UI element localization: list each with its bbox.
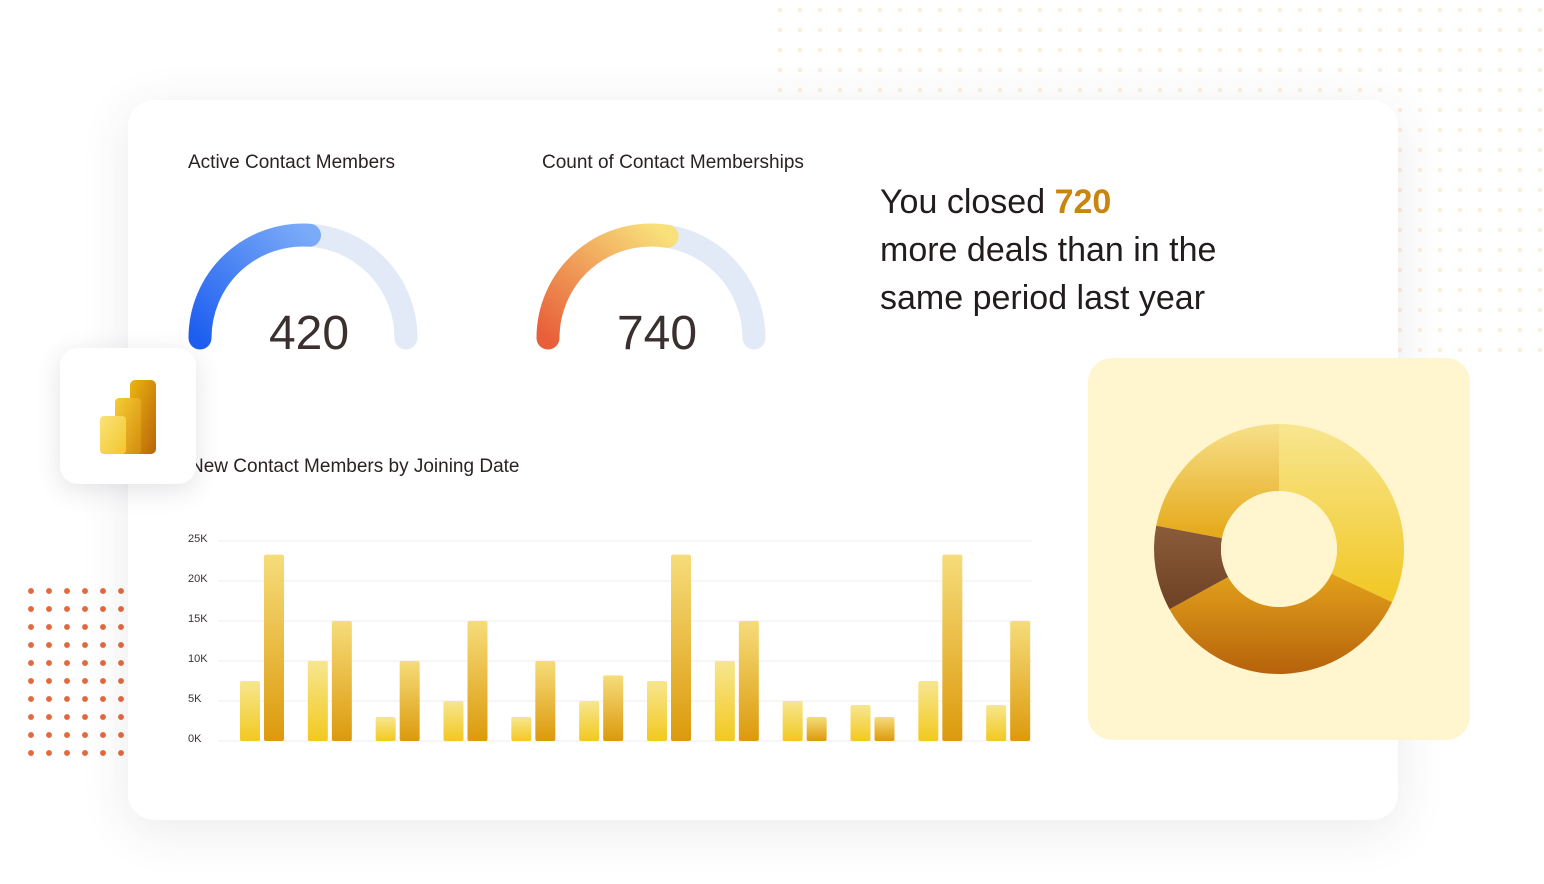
y-tick-label: 25K	[188, 533, 208, 545]
y-tick-label: 15K	[188, 613, 208, 625]
y-tick-label: 0K	[188, 733, 202, 745]
bar	[942, 554, 963, 741]
donut-hole	[1221, 491, 1337, 607]
kpi-value-memberships: 740	[616, 307, 698, 360]
bar	[647, 681, 667, 741]
kpi-value-active-members: 420	[268, 307, 350, 360]
donut-slice	[1154, 525, 1229, 610]
bar	[375, 717, 396, 741]
bar	[1010, 621, 1031, 741]
bar-chart: 0K 5K 10K 15K 20K 25K	[188, 533, 1032, 745]
donut-slice	[1156, 424, 1279, 539]
headline-prefix: You closed	[880, 183, 1046, 221]
headline-highlight: 720	[1054, 183, 1112, 221]
bar	[986, 705, 1007, 741]
gauge-memberships	[536, 223, 766, 350]
bar	[331, 621, 352, 741]
donut-chart-panel	[1088, 358, 1470, 740]
bar	[671, 554, 691, 741]
donut-slice	[1279, 424, 1404, 603]
bar	[467, 621, 488, 741]
bar	[307, 661, 328, 741]
power-bi-logo-icon	[100, 380, 156, 454]
donut-slice	[1169, 573, 1393, 674]
bar-chart-title: New Contact Members by Joining Date	[190, 456, 520, 477]
donut-chart	[1154, 424, 1404, 674]
y-tick-label: 10K	[188, 653, 208, 665]
headline-text: You closed 720 more deals than in the sa…	[880, 178, 1300, 322]
gauge-fill	[536, 223, 679, 350]
bar	[399, 661, 420, 741]
headline-suffix: more deals than in the same period last …	[880, 231, 1217, 317]
gauge-active-members	[188, 223, 418, 350]
bar	[240, 681, 260, 741]
bar	[850, 705, 871, 741]
kpi-label-memberships: Count of Contact Memberships	[542, 152, 804, 173]
decorative-dot-pattern-left	[22, 582, 130, 762]
bar	[806, 717, 827, 741]
bar	[874, 717, 895, 741]
y-tick-label: 20K	[188, 573, 208, 585]
logo-tile	[60, 348, 196, 484]
bar	[443, 701, 464, 741]
gauge-fill	[188, 223, 321, 350]
bar	[918, 681, 939, 741]
bar	[579, 701, 600, 741]
bar	[603, 675, 624, 741]
bar	[782, 701, 803, 741]
bar	[264, 554, 284, 741]
bar	[511, 717, 532, 741]
bar	[738, 621, 759, 741]
y-tick-label: 5K	[188, 693, 202, 705]
kpi-label-active-members: Active Contact Members	[188, 152, 395, 173]
bar	[714, 661, 735, 741]
bar	[535, 661, 556, 741]
